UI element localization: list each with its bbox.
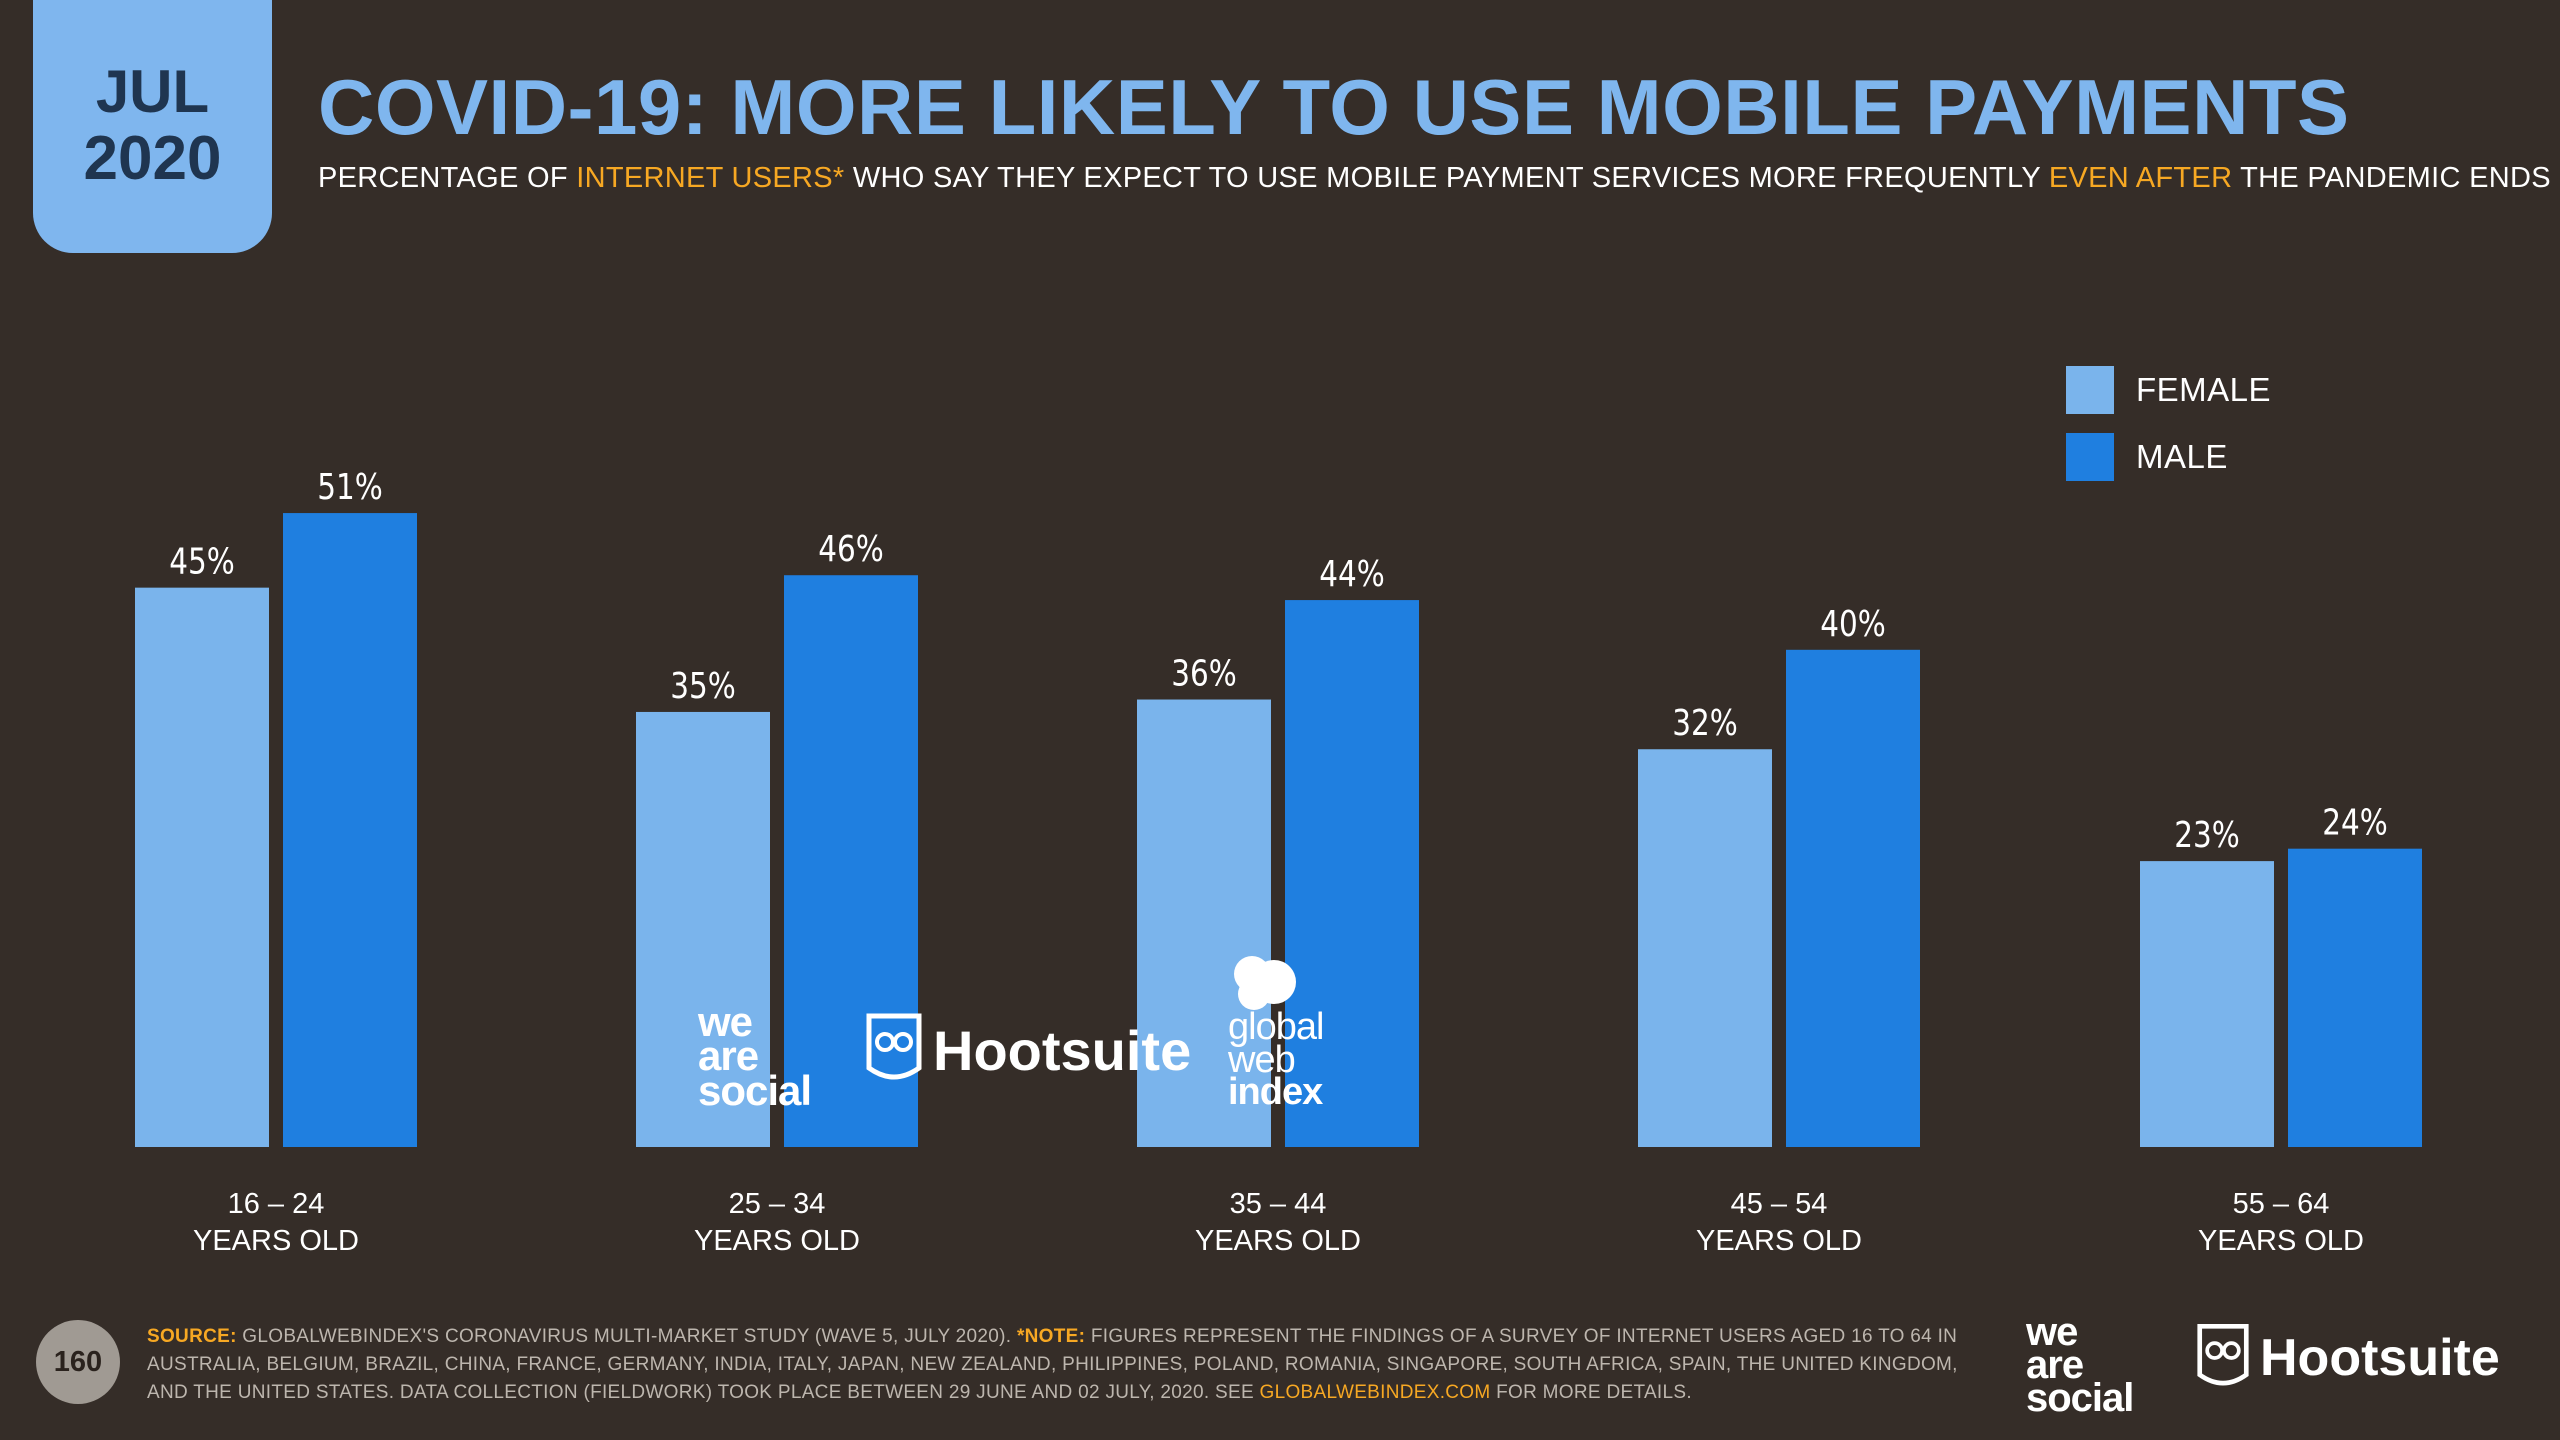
x-tick-label-4: YEARS OLD bbox=[1696, 1225, 1862, 1257]
owl-icon bbox=[2197, 1324, 2249, 1386]
gwi-text-index: index bbox=[1228, 1071, 1323, 1114]
x-tick-label-1: YEARS OLD bbox=[193, 1225, 359, 1257]
date-year: 2020 bbox=[83, 124, 222, 194]
data-label-female-1: 45% bbox=[169, 540, 235, 583]
logo-text-are: are bbox=[2026, 1342, 2084, 1387]
hootsuite-logo-text: Hootsuite bbox=[933, 1018, 1192, 1082]
subtitle-highlight: EVEN AFTER bbox=[2048, 162, 2233, 194]
subtitle-highlight: INTERNET USERS* bbox=[576, 162, 845, 194]
globalwebindex-logo: global web index bbox=[1228, 952, 1324, 1114]
note-label: *NOTE: bbox=[1016, 1326, 1086, 1347]
logo-text-we: we bbox=[2026, 1310, 2078, 1354]
gwi-text-global: global bbox=[1228, 1006, 1324, 1048]
x-tick-label-3: YEARS OLD bbox=[1195, 1225, 1361, 1257]
page-subtitle: PERCENTAGE OF INTERNET USERS* WHO SAY TH… bbox=[318, 162, 2551, 195]
subtitle-part: PERCENTAGE OF bbox=[318, 162, 577, 194]
logo-text-social: social bbox=[2026, 1375, 2134, 1420]
x-tick-label-5: YEARS OLD bbox=[2198, 1225, 2364, 1257]
note-text: FIGURES REPRESENT THE FINDINGS OF A SURV… bbox=[147, 1326, 1958, 1403]
legend-item-female: FEMALE bbox=[2066, 366, 2271, 414]
source-link[interactable]: GLOBALWEBINDEX.COM bbox=[1259, 1382, 1491, 1403]
data-label-male-4: 40% bbox=[1820, 602, 1886, 645]
legend-label-female: FEMALE bbox=[2136, 371, 2272, 408]
source-text: GLOBALWEBINDEX'S CORONAVIRUS MULTI-MARKE… bbox=[236, 1326, 1017, 1347]
data-label-female-3: 36% bbox=[1171, 652, 1237, 695]
data-label-female-5: 23% bbox=[2174, 813, 2240, 856]
footer-we-are-social-logo: we are social bbox=[2026, 1310, 2134, 1420]
bar-female-4 bbox=[1638, 749, 1772, 1147]
legend-item-male: MALE bbox=[2066, 433, 2271, 481]
data-label-female-2: 35% bbox=[670, 664, 736, 707]
footer-hootsuite-logo: Hootsuite bbox=[2196, 1322, 2500, 1394]
we-are-social-logo: we are social bbox=[698, 998, 812, 1114]
hootsuite-logo: Hootsuite bbox=[865, 1012, 1191, 1088]
logo-text-we: we bbox=[698, 998, 753, 1045]
page-title: COVID-19: MORE LIKELY TO USE MOBILE PAYM… bbox=[318, 63, 2350, 151]
bar-female-2 bbox=[636, 711, 770, 1147]
x-tick-label-3: 35 – 44 bbox=[1230, 1188, 1327, 1220]
date-month: JUL bbox=[95, 58, 210, 126]
bar-male-3 bbox=[1285, 600, 1419, 1147]
legend-swatch-male bbox=[2066, 433, 2114, 481]
data-label-male-5: 24% bbox=[2322, 801, 2388, 844]
bar-female-3 bbox=[1137, 699, 1271, 1147]
source-footnote: SOURCE: GLOBALWEBINDEX'S CORONAVIRUS MUL… bbox=[147, 1323, 1977, 1407]
logo-text-are: are bbox=[698, 1032, 759, 1080]
x-tick-label-5: 55 – 64 bbox=[2233, 1188, 2330, 1220]
hootsuite-logo-text: Hootsuite bbox=[2260, 1329, 2500, 1387]
cloud-icon bbox=[1234, 956, 1296, 1010]
bar-male-4 bbox=[1786, 649, 1920, 1147]
x-tick-label-2: 25 – 34 bbox=[729, 1188, 826, 1220]
page-number: 160 bbox=[36, 1320, 120, 1404]
data-label-male-1: 51% bbox=[317, 465, 383, 508]
gwi-text-web: web bbox=[1228, 1038, 1296, 1081]
legend-label-male: MALE bbox=[2136, 438, 2228, 475]
bar-female-1 bbox=[135, 587, 269, 1147]
footnote-end: FOR MORE DETAILS. bbox=[1490, 1382, 1692, 1403]
x-tick-label-1: 16 – 24 bbox=[228, 1188, 325, 1220]
data-label-male-3: 44% bbox=[1319, 552, 1385, 595]
subtitle-part: THE PANDEMIC ENDS bbox=[2232, 162, 2551, 194]
legend-swatch-female bbox=[2066, 366, 2114, 414]
chart-legend: FEMALE MALE bbox=[2066, 366, 2271, 500]
source-label: SOURCE: bbox=[147, 1326, 237, 1347]
x-tick-label-2: YEARS OLD bbox=[694, 1225, 860, 1257]
date-tab: JUL 2020 bbox=[33, 0, 272, 253]
bar-female-5 bbox=[2140, 861, 2274, 1147]
logo-text-social: social bbox=[698, 1066, 812, 1114]
owl-icon bbox=[866, 1013, 922, 1080]
data-label-male-2: 46% bbox=[818, 527, 884, 570]
data-label-female-4: 32% bbox=[1672, 701, 1738, 744]
subtitle-part: WHO SAY THEY EXPECT TO USE MOBILE PAYMEN… bbox=[844, 162, 2049, 194]
bar-male-1 bbox=[283, 513, 417, 1147]
x-tick-label-4: 45 – 54 bbox=[1731, 1188, 1828, 1220]
bar-male-2 bbox=[784, 575, 918, 1147]
bar-male-5 bbox=[2288, 848, 2422, 1147]
